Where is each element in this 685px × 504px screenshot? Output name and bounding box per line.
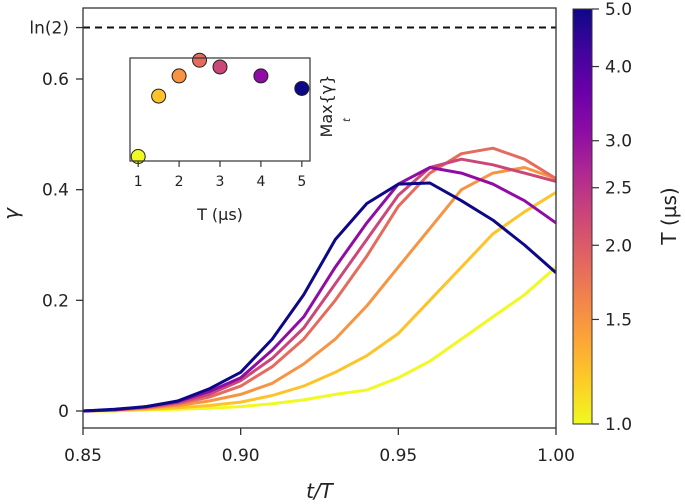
- colorbar-tick-label: 2.0: [605, 236, 632, 256]
- y-axis-label: γ: [0, 207, 23, 220]
- x-tick-label: 0.95: [379, 446, 417, 466]
- colorbar-tick-label: 5.0: [605, 0, 632, 20]
- y-tick-label: 0: [58, 402, 69, 422]
- main-plot: 0.85 0.90 0.95 1.00 0 0.2 0.4 0.6 ln(2) t/T γ: [0, 7, 575, 503]
- colorbar-tick-label: 2.5: [605, 179, 632, 199]
- colorbar-tick-label: 1.0: [605, 415, 632, 435]
- inset-x-axis-label: T (µs): [196, 205, 243, 224]
- x-axis-label: t/T: [306, 479, 335, 503]
- colorbar-label: T (µs): [657, 187, 681, 245]
- inset-points: [130, 52, 310, 165]
- inset-point-T2.5: [192, 52, 208, 68]
- inset-point-T5: [294, 80, 310, 96]
- colorbar: 1.0 1.5 2.0 2.5 3.0 4.0 5.0 T (µs): [572, 0, 681, 435]
- inset-y-axis-subscript: t: [342, 117, 353, 122]
- series-line-T5: [83, 181, 556, 413]
- colorbar-tick-label: 1.5: [605, 310, 632, 330]
- inset-x-tick-label: 4: [256, 174, 265, 190]
- series-line-T1: [83, 265, 556, 413]
- y-tick-label: 0.2: [42, 291, 69, 311]
- inset-x-ticks: 1 2 3 4 5: [134, 161, 306, 190]
- series-lines: [83, 146, 556, 413]
- colorbar-tick-label: 3.0: [605, 132, 632, 152]
- y-tick-label: ln(2): [29, 19, 69, 39]
- x-ticks: 0.85 0.90 0.95 1.00: [64, 428, 575, 466]
- inset-x-tick-label: 5: [297, 174, 306, 190]
- series-line-T3: [83, 157, 556, 413]
- y-ticks: 0 0.2 0.4 0.6 ln(2): [29, 19, 83, 422]
- series-line-T4: [83, 166, 556, 413]
- inset-point-T3: [212, 59, 228, 75]
- colorbar-tick-label: 4.0: [605, 58, 632, 78]
- inset-x-tick-label: 3: [216, 174, 225, 190]
- inset-point-T1.5: [151, 88, 167, 104]
- inset-x-tick-label: 1: [134, 174, 143, 190]
- inset-plot: 1 2 3 4 5 T (µs) Max{γ} t: [129, 52, 353, 224]
- colorbar-gradient: [572, 8, 593, 425]
- series-line-T1.5: [83, 191, 556, 413]
- main-axes-frame: [82, 7, 557, 429]
- x-tick-label: 1.00: [537, 446, 575, 466]
- inset-point-T4: [253, 68, 269, 84]
- y-tick-label: 0.4: [42, 181, 69, 201]
- inset-point-T2: [171, 68, 187, 84]
- x-tick-label: 0.90: [222, 446, 260, 466]
- x-tick-label: 0.85: [64, 446, 102, 466]
- inset-y-axis-label: Max{γ}: [317, 75, 336, 138]
- inset-x-tick-label: 2: [175, 174, 184, 190]
- colorbar-ticks: 1.0 1.5 2.0 2.5 3.0 4.0 5.0: [592, 0, 632, 435]
- y-tick-label: 0.6: [42, 70, 69, 90]
- series-line-T2.5: [83, 146, 556, 413]
